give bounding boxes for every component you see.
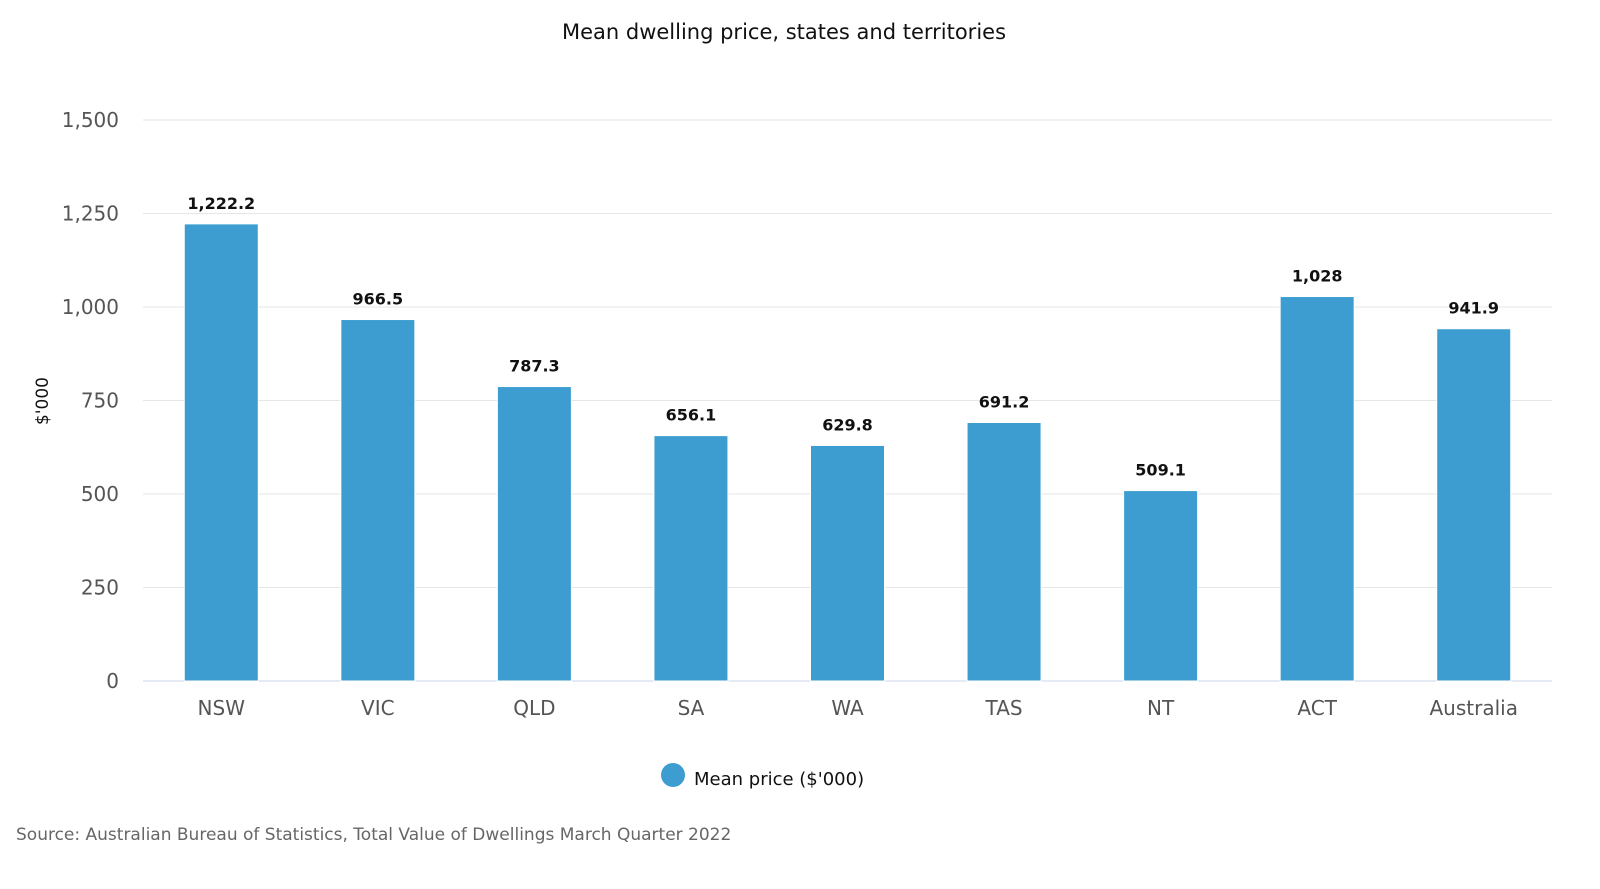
source-note: Source: Australian Bureau of Statistics,… <box>16 825 731 845</box>
bar-nsw[interactable] <box>183 223 259 682</box>
y-tick-label: 1,000 <box>62 295 119 319</box>
x-tick-label: WA <box>831 696 864 720</box>
x-tick-label: QLD <box>513 696 555 720</box>
x-tick-label: TAS <box>985 696 1023 720</box>
data-label: 1,028 <box>1292 267 1343 286</box>
data-label: 1,222.2 <box>187 194 255 213</box>
x-tick-label: Australia <box>1429 696 1517 720</box>
x-tick-label: ACT <box>1297 696 1337 720</box>
y-axis-label: $'000 <box>33 377 53 425</box>
bar-australia[interactable] <box>1436 328 1512 682</box>
bar-sa[interactable] <box>653 435 729 682</box>
legend-label[interactable]: Mean price ($'000) <box>694 769 864 790</box>
y-tick-label: 250 <box>81 576 119 600</box>
data-label: 691.2 <box>979 392 1030 411</box>
legend-marker[interactable] <box>661 763 685 787</box>
y-tick-label: 0 <box>106 669 119 693</box>
y-tick-label: 500 <box>81 482 119 506</box>
data-label: 966.5 <box>353 290 404 309</box>
data-label: 941.9 <box>1448 299 1499 318</box>
bar-qld[interactable] <box>496 386 572 682</box>
data-label: 509.1 <box>1135 461 1186 480</box>
y-tick-label: 1,250 <box>62 202 119 226</box>
data-label: 656.1 <box>666 406 717 425</box>
bar-act[interactable] <box>1279 296 1355 682</box>
x-tick-label: NT <box>1147 696 1175 720</box>
y-tick-label: 1,500 <box>62 108 119 132</box>
bar-nt[interactable] <box>1123 490 1199 682</box>
x-tick-label: NSW <box>198 696 246 720</box>
y-tick-label: 750 <box>81 389 119 413</box>
data-label: 629.8 <box>822 415 873 434</box>
bar-wa[interactable] <box>810 444 885 682</box>
x-tick-label: VIC <box>361 696 395 720</box>
x-tick-label: SA <box>678 696 705 720</box>
data-label: 787.3 <box>509 357 560 376</box>
bar-vic[interactable] <box>340 319 416 682</box>
bar-tas[interactable] <box>966 421 1042 682</box>
chart-title: Mean dwelling price, states and territor… <box>562 20 1006 44</box>
